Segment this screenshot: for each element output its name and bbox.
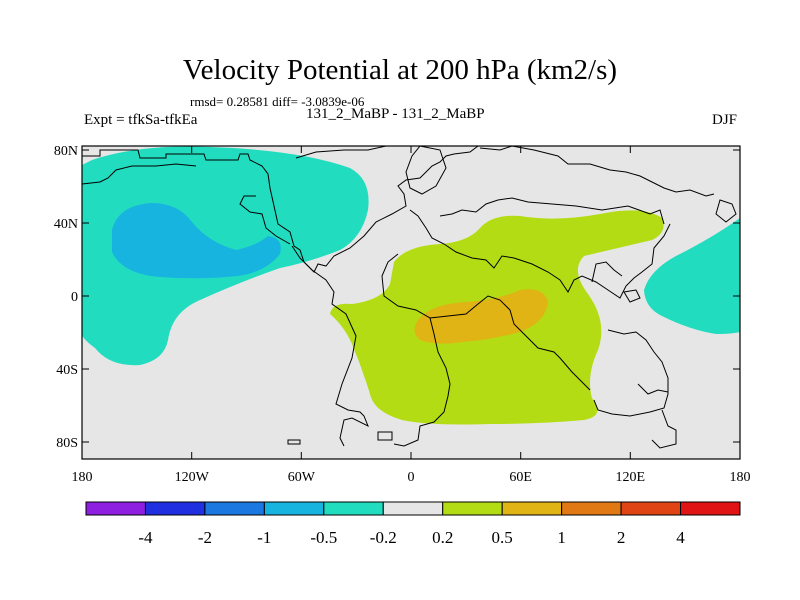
lat-tick-label: 80S <box>56 436 78 451</box>
lon-tick-label: 0 <box>408 470 415 485</box>
map-axes: 80N 40N 0 40S 80S 180 120W 60W 0 60E 120E 180 <box>54 144 751 485</box>
colorbar-swatch <box>263 501 325 516</box>
colorbar: -4 -2 -1 -0.5 -0.2 0.2 0.5 1 2 4 <box>85 501 741 547</box>
africa-core-region <box>414 289 548 344</box>
rmsd-diff-stats: rmsd= 0.28581 diff= -3.0839e-06 <box>190 94 365 109</box>
colorbar-label: -1 <box>257 528 271 547</box>
lon-tick-label: 180 <box>72 470 93 485</box>
colorbar-label: 0.2 <box>432 528 453 547</box>
colorbar-swatch <box>561 501 622 516</box>
lat-tick-label: 40N <box>54 217 78 232</box>
lon-tick-label: 60W <box>288 470 316 485</box>
chart-title: Velocity Potential at 200 hPa (km2/s) <box>182 54 618 86</box>
colorbar-swatch <box>620 501 682 516</box>
colorbar-label: 4 <box>676 528 685 547</box>
experiment-label: Expt = tfkSa-tfkEa <box>84 112 198 128</box>
colorbar-label: 0.5 <box>492 528 513 547</box>
colorbar-swatch <box>382 501 444 516</box>
lon-tick-label: 120E <box>616 470 646 485</box>
lon-tick-label: 120W <box>175 470 210 485</box>
season-label: DJF <box>712 112 738 128</box>
colorbar-label: -0.2 <box>370 528 397 547</box>
colorbar-swatch <box>501 501 563 516</box>
colorbar-swatch <box>680 501 741 516</box>
lat-tick-label: 80N <box>54 144 78 159</box>
colorbar-swatch <box>323 501 384 516</box>
colorbar-label: -0.5 <box>310 528 337 547</box>
lat-tick-label: 0 <box>71 290 78 305</box>
coastlines <box>82 146 737 449</box>
colorbar-swatch <box>204 501 265 516</box>
lon-tick-label: 180 <box>730 470 751 485</box>
west-pacific-negative-region <box>644 218 740 334</box>
colorbar-label: 2 <box>617 528 626 547</box>
lon-tick-label: 60E <box>509 470 532 485</box>
colorbar-label: 1 <box>557 528 566 547</box>
north-pacific-core-region <box>112 203 281 279</box>
lat-tick-label: 40S <box>56 363 78 378</box>
colorbar-swatch <box>144 501 206 516</box>
colorbar-label: -4 <box>138 528 153 547</box>
colorbar-label: -2 <box>198 528 212 547</box>
case-label: 131_2_MaBP - 131_2_MaBP <box>306 106 485 122</box>
colorbar-swatch <box>442 501 503 516</box>
colorbar-swatch <box>85 501 146 516</box>
